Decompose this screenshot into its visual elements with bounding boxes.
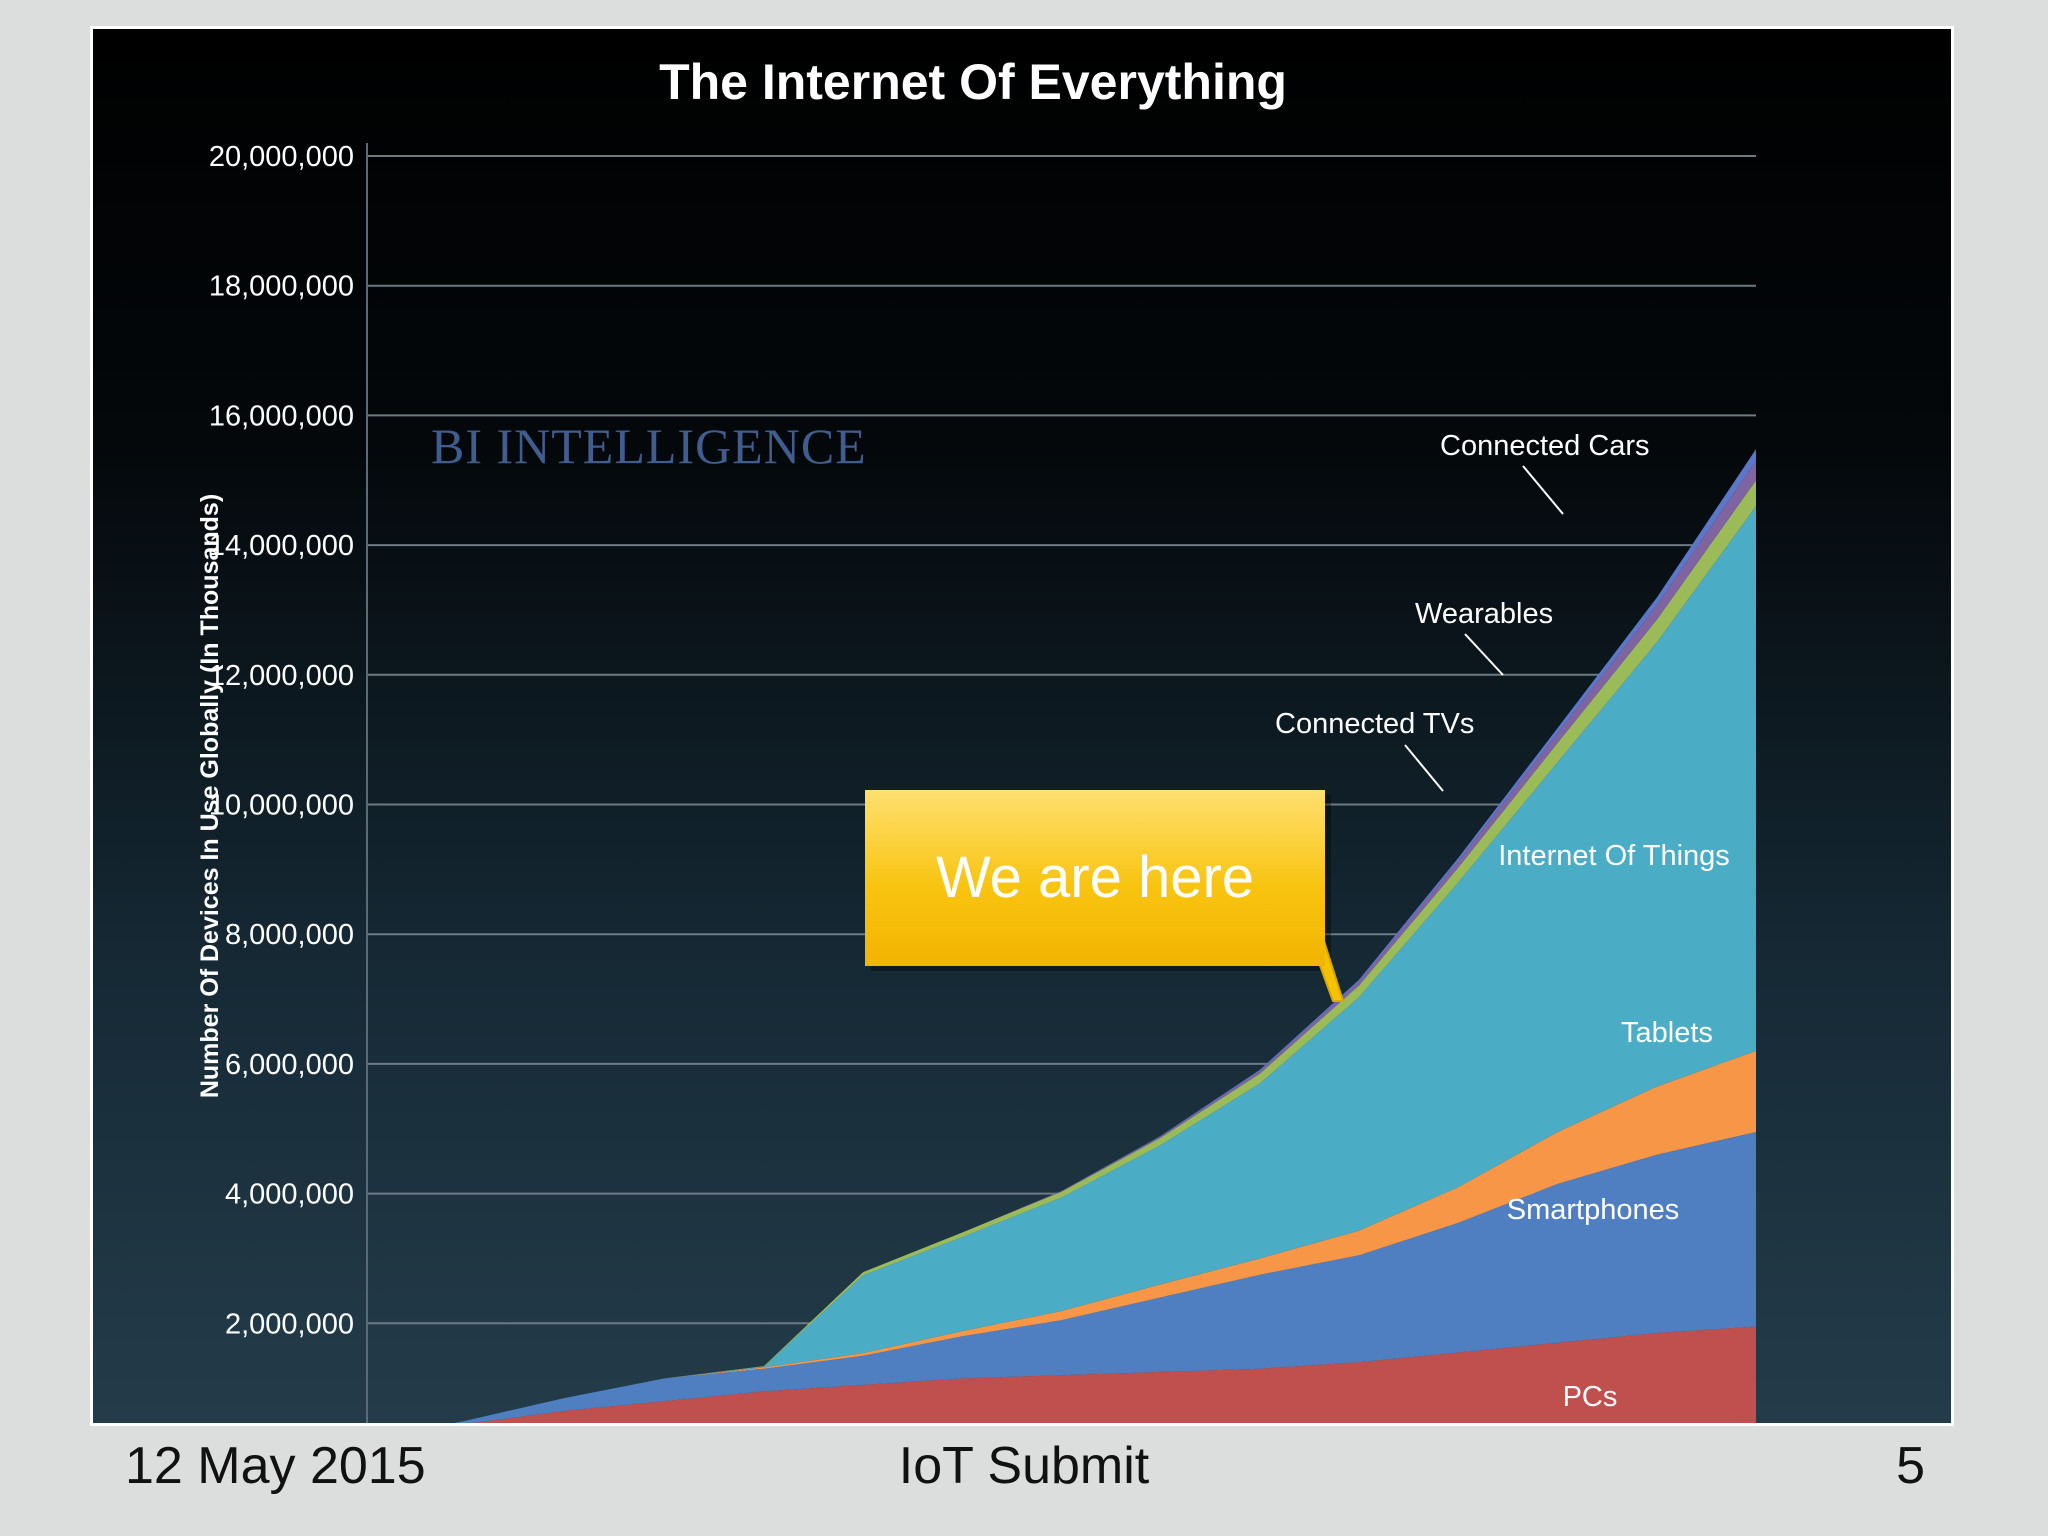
chart-panel: The Internet Of Everything BI INTELLIGEN… [93,29,1951,1423]
y-tick-labels: 2,000,000 4,000,000 6,000,000 8,000,000 10,0… [209,141,354,1340]
series-label-tablets: Tablets [1621,1017,1713,1049]
footer-date: 12 May 2015 [125,1437,426,1495]
y-tick-label-0: 2,000,000 [225,1308,354,1340]
leader-line-connected-tvs [1404,744,1444,792]
y-tick-label-7: 16,000,000 [209,400,354,432]
y-tick-label-6: 14,000,000 [209,530,354,562]
series-label-connected-cars: Connected Cars [1440,430,1650,462]
chart-canvas: The Internet Of Everything BI INTELLIGEN… [196,54,1756,1423]
series-label-connected-tvs: Connected TVs [1275,708,1474,740]
footer-event-name: IoT Submit [898,1437,1150,1495]
callout-text: We are here [936,845,1254,910]
footer-page-number: 5 [1896,1437,1925,1495]
series-label-pcs: PCs [1563,1381,1618,1413]
brand-watermark: BI INTELLIGENCE [431,418,867,474]
callout-we-are-here: We are here [865,790,1345,1002]
callout-box [865,790,1325,966]
y-tick-label-5: 12,000,000 [209,660,354,692]
chart-title: The Internet Of Everything [659,54,1287,110]
area-internet-of-things [453,506,1756,1423]
area-pcs [472,1326,1756,1423]
leader-line-wearables [1464,633,1504,676]
series-labels: Connected Cars Wearables Connected TVs I… [1275,430,1730,1413]
series-label-smartphones: Smartphones [1507,1194,1680,1226]
leader-line-connected-cars [1522,465,1564,515]
y-tick-label-1: 4,000,000 [225,1179,354,1211]
y-tick-label-4: 10,000,000 [209,790,354,822]
y-tick-label-2: 6,000,000 [225,1049,354,1081]
area-smartphones [453,1132,1756,1423]
y-axis-label: Number Of Devices In Use Globally (In Th… [196,494,224,1098]
y-tick-label-8: 18,000,000 [209,271,354,303]
stacked-areas [453,449,1756,1423]
y-tick-label-3: 8,000,000 [225,919,354,951]
series-label-wearables: Wearables [1415,598,1553,630]
y-tick-label-9: 20,000,000 [209,141,354,173]
series-label-internet-of-things: Internet Of Things [1498,840,1730,872]
